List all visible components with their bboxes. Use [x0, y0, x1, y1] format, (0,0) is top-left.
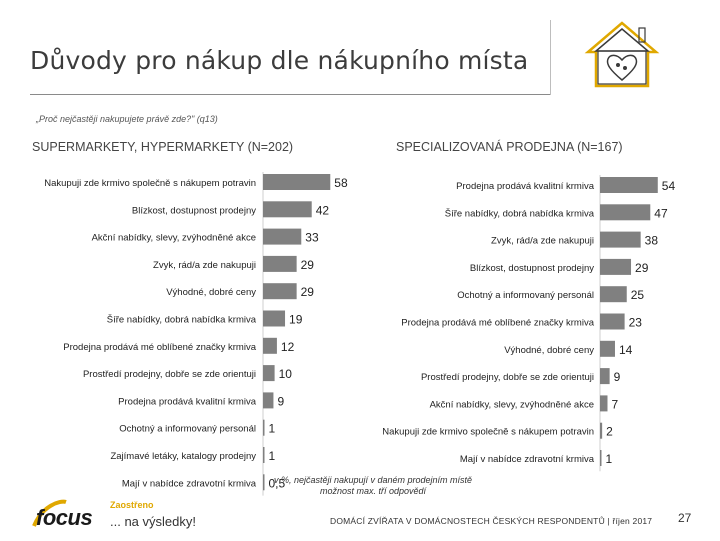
right-bar [600, 286, 627, 303]
footnote: v %, nejčastěji nakupují v daném prodejn… [258, 475, 488, 497]
left-bar [263, 310, 286, 327]
right-value-label: 47 [654, 206, 668, 220]
left-value-label: 9 [277, 394, 284, 408]
right-bar [600, 422, 603, 439]
left-bar [263, 474, 265, 491]
right-bar [600, 204, 651, 221]
left-category-label: Zajímavé letáky, katalogy prodejny [110, 451, 256, 462]
right-value-label: 2 [606, 425, 613, 439]
right-category-label: Ochotný a informovaný personál [457, 290, 594, 301]
title-underline [30, 94, 550, 95]
right-value-label: 38 [645, 234, 659, 248]
right-value-label: 23 [629, 316, 643, 330]
right-value-label: 29 [635, 261, 649, 275]
left-category-label: Výhodné, dobré ceny [166, 287, 256, 298]
left-bar [263, 201, 312, 218]
title-divider [550, 20, 551, 95]
page-number: 27 [678, 511, 692, 525]
footnote-line-1: v %, nejčastěji nakupují v daném prodejn… [273, 475, 473, 485]
left-value-label: 29 [301, 285, 315, 299]
left-value-label: 12 [281, 340, 295, 354]
left-category-label: Nakupuji zde krmivo společně s nákupem p… [44, 178, 256, 189]
right-bar [600, 450, 602, 466]
left-bar [263, 255, 297, 272]
left-value-label: 10 [279, 367, 293, 381]
logo-tag: Zaostřeno [110, 500, 154, 510]
right-value-label: 14 [619, 343, 633, 357]
right-bar [600, 258, 632, 275]
left-value-label: 58 [334, 176, 348, 190]
right-bar [600, 177, 658, 193]
right-value-label: 7 [611, 397, 618, 411]
left-bar [263, 283, 297, 300]
house-heart-icon [584, 21, 660, 88]
left-category-label: Ochotný a informovaný personál [119, 424, 256, 435]
right-category-label: Výhodné, dobré ceny [504, 345, 594, 356]
left-category-label: Prodejna prodává kvalitní krmiva [118, 396, 257, 407]
right-category-label: Nakupuji zde krmivo společně s nákupem p… [382, 427, 594, 438]
left-bar [263, 228, 302, 245]
left-category-label: Mají v nabídce zdravotní krmiva [122, 478, 257, 489]
left-value-label: 29 [301, 258, 315, 272]
left-value-label: 19 [289, 313, 303, 327]
left-chart-title: SUPERMARKETY, HYPERMARKETY (N=202) [32, 140, 294, 154]
left-value-label: 1 [269, 449, 276, 463]
right-value-label: 1 [606, 452, 613, 466]
logo-wordmark: focus [36, 505, 93, 530]
logo-slogan: ... na výsledky! [110, 514, 196, 529]
right-value-label: 25 [631, 288, 645, 302]
right-value-label: 9 [614, 370, 621, 384]
survey-question: „Proč nejčastěji nakupujete právě zde?" … [36, 114, 218, 124]
logo-swoosh-icon [32, 499, 67, 527]
left-category-label: Prodejna prodává mé oblíbené značky krmi… [63, 342, 256, 353]
left-value-label: 1 [269, 422, 276, 436]
right-bar [600, 340, 615, 357]
right-category-label: Blízkost, dostupnost prodejny [470, 263, 594, 274]
left-category-label: Blízkost, dostupnost prodejny [132, 205, 256, 216]
right-category-label: Prodejna prodává mé oblíbené značky krmi… [401, 318, 594, 329]
right-category-label: Prodejna prodává kvalitní krmiva [456, 181, 595, 192]
right-category-label: Prostředí prodejny, dobře se zde orientu… [421, 372, 594, 383]
page-title: Důvody pro nákup dle nákupního místa [30, 46, 529, 75]
right-category-label: Šíře nabídky, dobrá nabídka krmiva [445, 208, 595, 219]
left-value-label: 0,5 [269, 476, 286, 490]
left-bar [263, 174, 331, 190]
left-value-label: 33 [305, 231, 319, 245]
left-category-label: Zvyk, rád/a zde nakupuji [153, 260, 256, 271]
right-category-label: Akční nabídky, slevy, zvýhodněné akce [430, 399, 594, 410]
focus-logo [30, 496, 230, 536]
right-bar [600, 395, 608, 412]
right-bar [600, 231, 641, 248]
left-bar [263, 447, 265, 463]
right-bar [600, 368, 610, 385]
right-chart-title: SPECIALIZOVANÁ PRODEJNA (N=167) [396, 140, 623, 154]
left-bar [263, 337, 277, 354]
right-category-label: Zvyk, rád/a zde nakupuji [491, 236, 594, 247]
right-bar [600, 313, 625, 330]
left-category-label: Akční nabídky, slevy, zvýhodněné akce [92, 233, 256, 244]
left-bar [263, 365, 275, 382]
right-category-label: Mají v nabídce zdravotní krmiva [460, 454, 595, 465]
left-category-label: Šíře nabídky, dobrá nabídka krmiva [107, 315, 257, 326]
left-category-label: Prostředí prodejny, dobře se zde orientu… [83, 369, 256, 380]
footnote-line-2: možnost max. tří odpovědí [319, 486, 427, 496]
left-bar [263, 419, 265, 436]
right-value-label: 54 [662, 179, 676, 193]
footer-text: DOMÁCÍ ZVÍŘATA V DOMÁCNOSTECH ČESKÝCH RE… [330, 516, 653, 526]
left-value-label: 42 [316, 203, 330, 217]
left-bar [263, 392, 274, 409]
